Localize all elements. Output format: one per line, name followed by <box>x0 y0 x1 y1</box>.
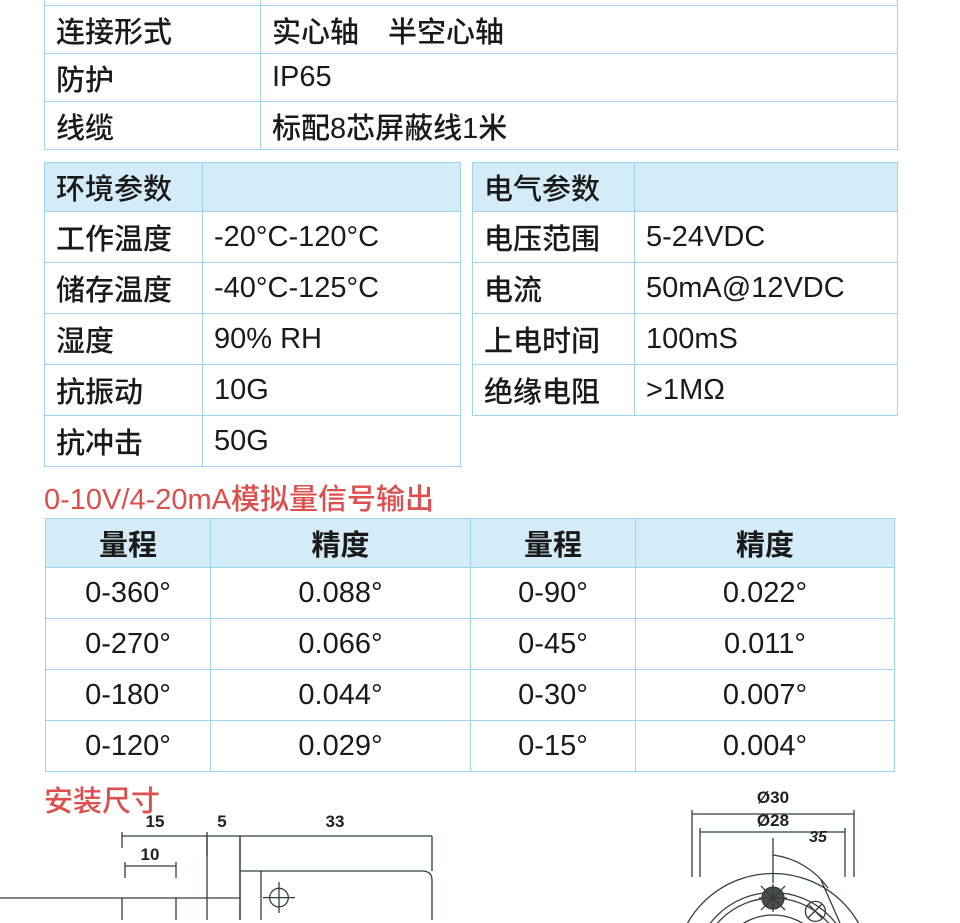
svg-text:5: 5 <box>217 815 226 831</box>
svg-text:35: 35 <box>809 829 828 846</box>
svg-text:Ø30: Ø30 <box>757 788 789 807</box>
svg-text:15: 15 <box>146 815 165 831</box>
svg-text:Ø28: Ø28 <box>757 811 789 830</box>
svg-text:33: 33 <box>326 815 345 831</box>
svg-text:10: 10 <box>141 845 160 864</box>
